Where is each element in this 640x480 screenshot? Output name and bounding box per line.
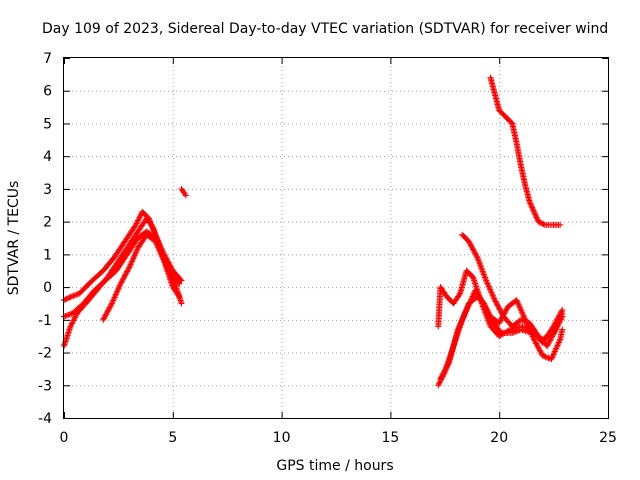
grid xyxy=(64,58,608,418)
x-tick-label: 10 xyxy=(273,430,291,446)
data-point xyxy=(531,208,538,215)
data-point xyxy=(535,218,542,225)
y-tick-label: 4 xyxy=(43,149,52,165)
y-tick-label: 1 xyxy=(43,247,52,263)
axis-ticks: 0 5 10 15 20 25 -4 -3 -2 -1 0 1 2 3 4 5 6 7 xyxy=(38,51,617,446)
y-tick-label: 7 xyxy=(43,51,52,67)
x-tick-label: 15 xyxy=(381,430,399,446)
y-tick-label: 2 xyxy=(43,215,52,231)
y-tick-label: -3 xyxy=(38,378,52,394)
chart-title: Day 109 of 2023, Sidereal Day-to-day VTE… xyxy=(42,21,608,37)
series-arc-morning-2 xyxy=(61,208,185,304)
y-tick-label: 0 xyxy=(43,280,52,296)
series-arc-morning-4 xyxy=(100,231,183,323)
y-tick-label: 6 xyxy=(43,84,52,100)
x-axis-label: GPS time / hours xyxy=(276,458,393,474)
x-tick-label: 5 xyxy=(168,430,177,446)
x-tick-label: 25 xyxy=(599,430,617,446)
series-cluster-5.5h xyxy=(178,185,189,199)
y-tick-label: 3 xyxy=(43,182,52,198)
y-tick-label: 5 xyxy=(43,116,52,132)
y-tick-label: -4 xyxy=(38,411,52,427)
y-tick-label: -1 xyxy=(38,313,52,329)
y-tick-label: -2 xyxy=(38,346,52,362)
data-points xyxy=(61,74,566,389)
series-evening-arc-3 xyxy=(435,267,566,346)
x-tick-label: 20 xyxy=(490,430,508,446)
x-tick-label: 0 xyxy=(60,430,69,446)
y-axis-label: SDTVAR / TECUs xyxy=(6,181,22,296)
series-evening-arc-4 xyxy=(459,231,566,349)
plot-frame xyxy=(63,57,609,419)
series-decay-arc xyxy=(487,74,564,228)
